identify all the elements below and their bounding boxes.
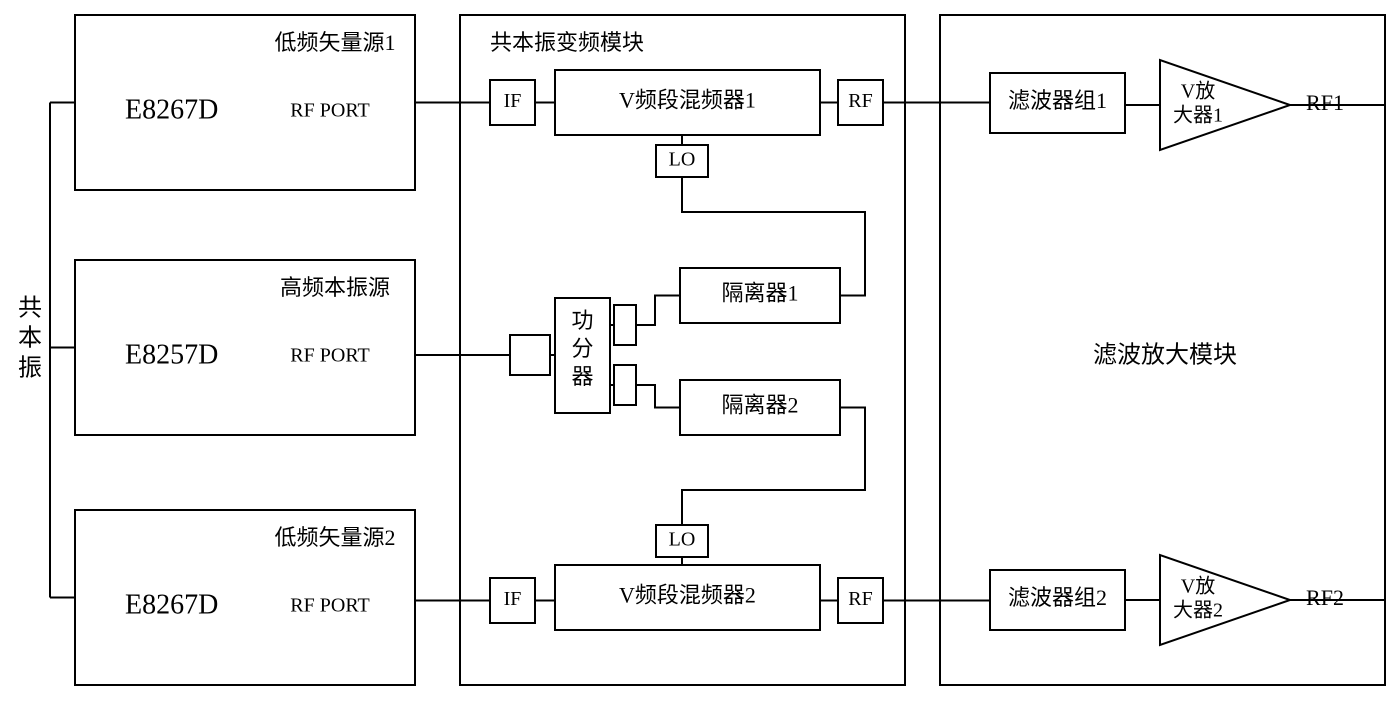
wire-split-iso1	[636, 296, 680, 326]
amp1-triangle-label2: 大器1	[1173, 104, 1223, 127]
source-model-3: E8267D	[125, 589, 218, 620]
splitter-in-box	[510, 335, 550, 375]
mixer2-lo-label: LO	[669, 529, 696, 551]
source-port-2: RF PORT	[290, 345, 369, 367]
splitter-label: 功	[571, 308, 593, 333]
splitter-label: 分	[571, 336, 593, 361]
filter2-label: 滤波器组2	[1008, 585, 1107, 610]
amp2-triangle-label1: V放	[1181, 575, 1215, 598]
isolator1-label: 隔离器1	[721, 281, 798, 306]
source-port-3: RF PORT	[290, 595, 369, 617]
right-module-title: 滤波放大模块	[1093, 342, 1237, 369]
splitter-out2-box	[614, 365, 636, 405]
wire-split-iso2	[636, 385, 680, 408]
mixer1-lo-label: LO	[669, 149, 696, 171]
splitter-out1-box	[614, 305, 636, 345]
mixer1-label: V频段混频器1	[619, 88, 756, 113]
wire-iso2-lo2	[682, 408, 865, 526]
source-model-2: E8257D	[125, 339, 218, 370]
center-module-title: 共本振变频模块	[490, 30, 644, 55]
mixer1-if-label: IF	[504, 90, 522, 112]
mixer2-if-label: IF	[504, 588, 522, 610]
wire-iso1-lo1	[682, 177, 865, 296]
left-vertical-label: 共	[18, 295, 42, 322]
source-title-3: 低频矢量源2	[274, 525, 395, 550]
left-vertical-label: 本	[18, 325, 42, 352]
mixer1-rf-label: RF	[848, 90, 872, 112]
splitter-label: 器	[571, 364, 593, 389]
source-model-1: E8267D	[125, 94, 218, 125]
source-title-1: 低频矢量源1	[274, 30, 395, 55]
mixer2-rf-label: RF	[848, 588, 872, 610]
isolator2-label: 隔离器2	[721, 393, 798, 418]
amp1-triangle-label1: V放	[1181, 80, 1215, 103]
mixer2-label: V频段混频器2	[619, 583, 756, 608]
left-vertical-label: 振	[18, 355, 42, 382]
source-port-1: RF PORT	[290, 100, 369, 122]
rf2-label: RF2	[1306, 585, 1344, 610]
amp2-triangle-label2: 大器2	[1173, 599, 1223, 622]
filter1-label: 滤波器组1	[1008, 88, 1107, 113]
rf1-label: RF1	[1306, 90, 1344, 115]
source-title-2: 高频本振源	[280, 275, 390, 300]
